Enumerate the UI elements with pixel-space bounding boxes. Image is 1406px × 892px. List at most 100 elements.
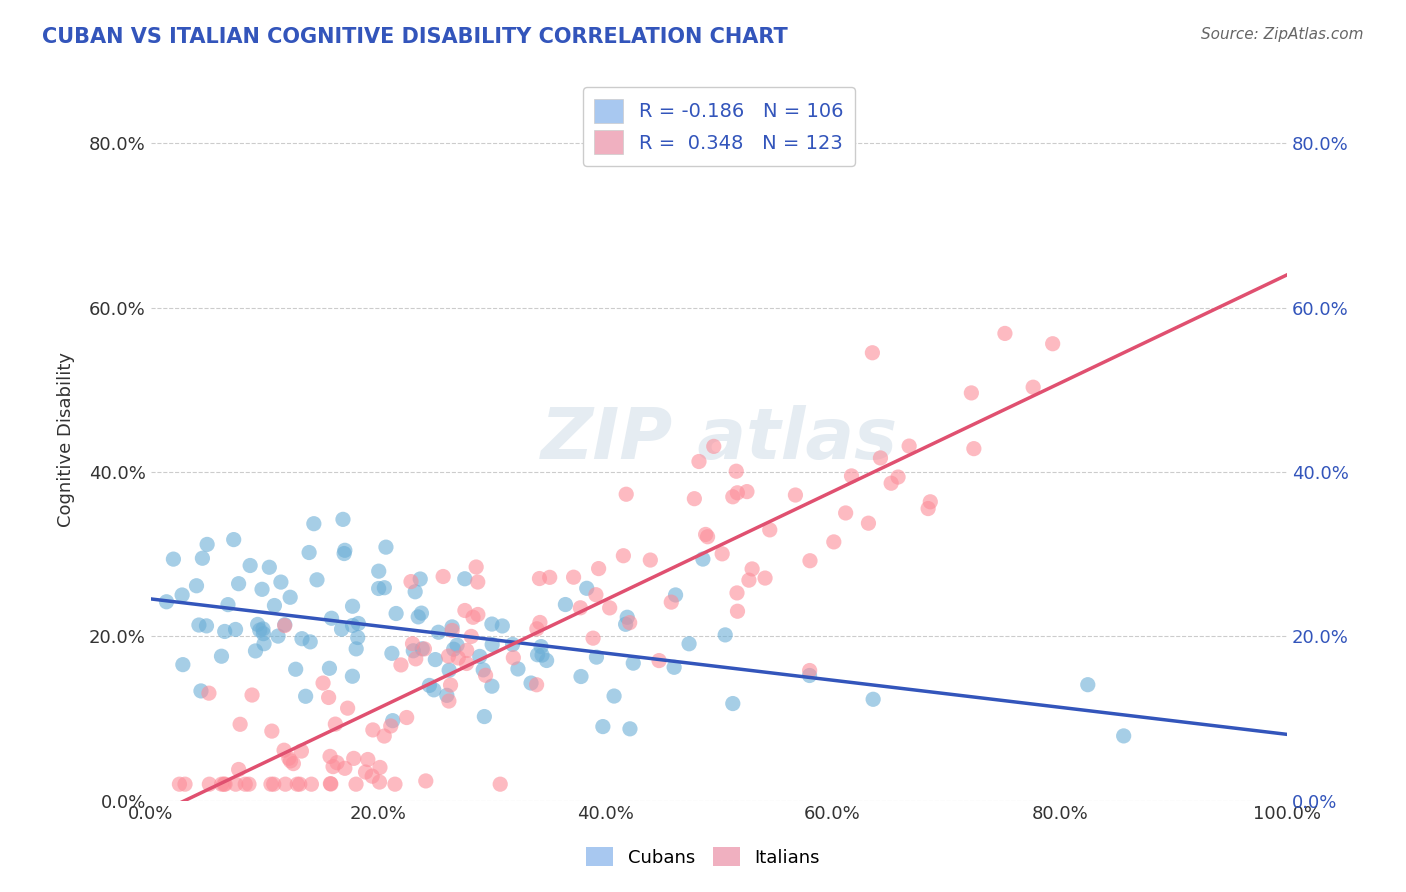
Cubans xyxy=(333,543,356,558)
Cubans xyxy=(491,619,513,633)
Italians xyxy=(274,777,297,791)
Italians xyxy=(405,652,427,666)
Cubans xyxy=(211,649,233,664)
Italians xyxy=(174,777,197,791)
Italians xyxy=(703,439,725,453)
Cubans xyxy=(441,620,464,634)
Italians xyxy=(648,654,671,668)
Cubans xyxy=(436,689,458,703)
Cubans xyxy=(411,641,433,656)
Italians xyxy=(799,554,821,568)
Cubans xyxy=(195,537,218,551)
Italians xyxy=(319,776,342,790)
Cubans xyxy=(530,640,553,654)
Cubans xyxy=(536,653,558,667)
Cubans xyxy=(195,619,218,633)
Legend: Cubans, Italians: Cubans, Italians xyxy=(579,840,827,874)
Cubans xyxy=(342,669,364,683)
Italians xyxy=(228,763,250,777)
Cubans xyxy=(385,607,408,621)
Cubans xyxy=(191,551,214,566)
Cubans xyxy=(217,598,239,612)
Cubans xyxy=(186,579,208,593)
Italians xyxy=(735,484,758,499)
Cubans xyxy=(472,663,495,677)
Cubans xyxy=(1112,729,1135,743)
Italians xyxy=(384,777,406,791)
Italians xyxy=(312,676,335,690)
Cubans xyxy=(253,637,276,651)
Italians xyxy=(640,553,662,567)
Italians xyxy=(344,777,367,791)
Cubans xyxy=(664,588,686,602)
Cubans xyxy=(299,635,322,649)
Italians xyxy=(489,777,512,791)
Italians xyxy=(880,476,903,491)
Cubans xyxy=(346,631,368,645)
Italians xyxy=(212,777,235,791)
Cubans xyxy=(554,598,576,612)
Italians xyxy=(725,464,748,478)
Italians xyxy=(785,488,807,502)
Italians xyxy=(725,485,748,500)
Italians xyxy=(389,657,412,672)
Italians xyxy=(1042,336,1064,351)
Italians xyxy=(887,470,910,484)
Cubans xyxy=(162,552,184,566)
Cubans xyxy=(239,558,262,573)
Italians xyxy=(834,506,856,520)
Cubans xyxy=(155,595,177,609)
Italians xyxy=(214,777,236,791)
Italians xyxy=(441,624,464,638)
Cubans xyxy=(443,642,465,657)
Italians xyxy=(260,724,283,739)
Cubans xyxy=(411,606,433,620)
Cubans xyxy=(342,599,364,614)
Italians xyxy=(738,573,761,587)
Cubans xyxy=(342,618,364,632)
Italians xyxy=(529,615,551,630)
Italians xyxy=(696,530,718,544)
Italians xyxy=(198,686,221,700)
Cubans xyxy=(284,662,307,676)
Italians xyxy=(169,777,191,791)
Italians xyxy=(380,719,402,733)
Italians xyxy=(263,777,285,791)
Italians xyxy=(361,769,384,783)
Italians xyxy=(354,765,377,780)
Italians xyxy=(415,773,437,788)
Italians xyxy=(467,607,489,622)
Italians xyxy=(211,777,233,791)
Italians xyxy=(502,650,524,665)
Cubans xyxy=(603,689,626,703)
Italians xyxy=(273,743,295,757)
Italians xyxy=(280,754,302,768)
Italians xyxy=(399,574,422,589)
Italians xyxy=(920,495,942,509)
Cubans xyxy=(692,552,714,566)
Italians xyxy=(588,561,610,575)
Italians xyxy=(229,717,252,731)
Cubans xyxy=(246,617,269,632)
Italians xyxy=(437,694,460,708)
Cubans xyxy=(367,582,389,596)
Cubans xyxy=(250,582,273,597)
Cubans xyxy=(575,582,598,596)
Cubans xyxy=(506,662,529,676)
Italians xyxy=(277,751,299,765)
Cubans xyxy=(228,576,250,591)
Cubans xyxy=(375,540,398,554)
Italians xyxy=(869,450,891,465)
Text: ZIP atlas: ZIP atlas xyxy=(540,405,897,474)
Cubans xyxy=(472,709,495,723)
Cubans xyxy=(619,722,641,736)
Cubans xyxy=(367,564,389,578)
Cubans xyxy=(409,572,432,586)
Cubans xyxy=(270,575,292,590)
Cubans xyxy=(437,663,460,677)
Italians xyxy=(447,651,470,665)
Italians xyxy=(395,710,418,724)
Italians xyxy=(917,501,939,516)
Cubans xyxy=(187,618,209,632)
Cubans xyxy=(502,637,524,651)
